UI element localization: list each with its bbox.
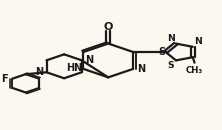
Text: N: N bbox=[167, 34, 175, 43]
Text: N: N bbox=[194, 37, 202, 46]
Text: CH₃: CH₃ bbox=[186, 66, 203, 74]
Text: N: N bbox=[85, 55, 93, 65]
Text: S: S bbox=[168, 61, 174, 70]
Text: S: S bbox=[158, 47, 165, 57]
Text: F: F bbox=[2, 74, 8, 84]
Text: N: N bbox=[35, 67, 43, 77]
Text: N: N bbox=[137, 64, 145, 74]
Text: O: O bbox=[104, 22, 113, 32]
Text: HN: HN bbox=[66, 63, 82, 73]
